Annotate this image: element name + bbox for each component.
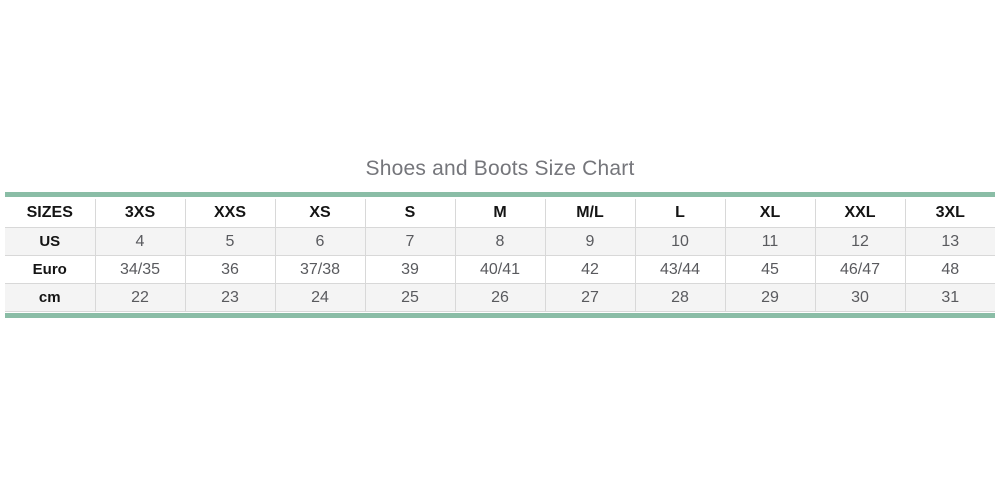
size-value-cell: 8: [455, 227, 546, 256]
header-cell-sizes: SIZES: [5, 199, 96, 228]
size-value-cell: 30: [815, 283, 906, 312]
size-value-cell: 10: [635, 227, 726, 256]
header-cell-xxs: XXS: [185, 199, 276, 228]
size-value-cell: 31: [905, 283, 995, 312]
header-cell-3xs: 3XS: [95, 199, 186, 228]
table-body: US 4 5 6 7 8 9 10 11 12 13 Euro 34/35 36 37/38 39 40/41 4…: [5, 227, 995, 312]
size-chart-table: SIZES 3XS XXS XS S M M/L L XL XXL 3XL US 4 5 6 7 8 9 10 11…: [5, 199, 995, 312]
size-value-cell: 4: [95, 227, 186, 256]
size-value-cell: 28: [635, 283, 726, 312]
size-value-cell: 39: [365, 255, 456, 284]
size-chart-container: SIZES 3XS XXS XS S M M/L L XL XXL 3XL US 4 5 6 7 8 9 10 11…: [5, 192, 995, 318]
header-cell-m-l: M/L: [545, 199, 636, 228]
size-value-cell: 46/47: [815, 255, 906, 284]
size-value-cell: 40/41: [455, 255, 546, 284]
size-value-cell: 25: [365, 283, 456, 312]
header-cell-3xl: 3XL: [905, 199, 995, 228]
row-label-cm: cm: [5, 283, 96, 312]
size-value-cell: 45: [725, 255, 816, 284]
size-value-cell: 34/35: [95, 255, 186, 284]
size-value-cell: 48: [905, 255, 995, 284]
page-title: Shoes and Boots Size Chart: [365, 157, 635, 180]
size-value-cell: 27: [545, 283, 636, 312]
table-row-cm: cm 22 23 24 25 26 27 28 29 30 31: [5, 283, 995, 312]
size-value-cell: 29: [725, 283, 816, 312]
size-value-cell: 37/38: [275, 255, 366, 284]
header-row: SIZES 3XS XXS XS S M M/L L XL XXL 3XL: [5, 199, 995, 228]
size-value-cell: 7: [365, 227, 456, 256]
header-cell-xl: XL: [725, 199, 816, 228]
table-row-euro: Euro 34/35 36 37/38 39 40/41 42 43/44 45 46/47 48: [5, 255, 995, 284]
table-header: SIZES 3XS XXS XS S M M/L L XL XXL 3XL: [5, 199, 995, 228]
row-label-euro: Euro: [5, 255, 96, 284]
header-cell-m: M: [455, 199, 546, 228]
size-value-cell: 23: [185, 283, 276, 312]
size-value-cell: 6: [275, 227, 366, 256]
header-cell-xxl: XXL: [815, 199, 906, 228]
size-value-cell: 5: [185, 227, 276, 256]
size-value-cell: 43/44: [635, 255, 726, 284]
size-value-cell: 42: [545, 255, 636, 284]
table-row-us: US 4 5 6 7 8 9 10 11 12 13: [5, 227, 995, 256]
size-value-cell: 22: [95, 283, 186, 312]
size-value-cell: 24: [275, 283, 366, 312]
size-value-cell: 9: [545, 227, 636, 256]
size-value-cell: 12: [815, 227, 906, 256]
size-value-cell: 13: [905, 227, 995, 256]
header-cell-l: L: [635, 199, 726, 228]
size-value-cell: 26: [455, 283, 546, 312]
header-cell-s: S: [365, 199, 456, 228]
size-value-cell: 11: [725, 227, 816, 256]
size-value-cell: 36: [185, 255, 276, 284]
row-label-us: US: [5, 227, 96, 256]
header-cell-xs: XS: [275, 199, 366, 228]
